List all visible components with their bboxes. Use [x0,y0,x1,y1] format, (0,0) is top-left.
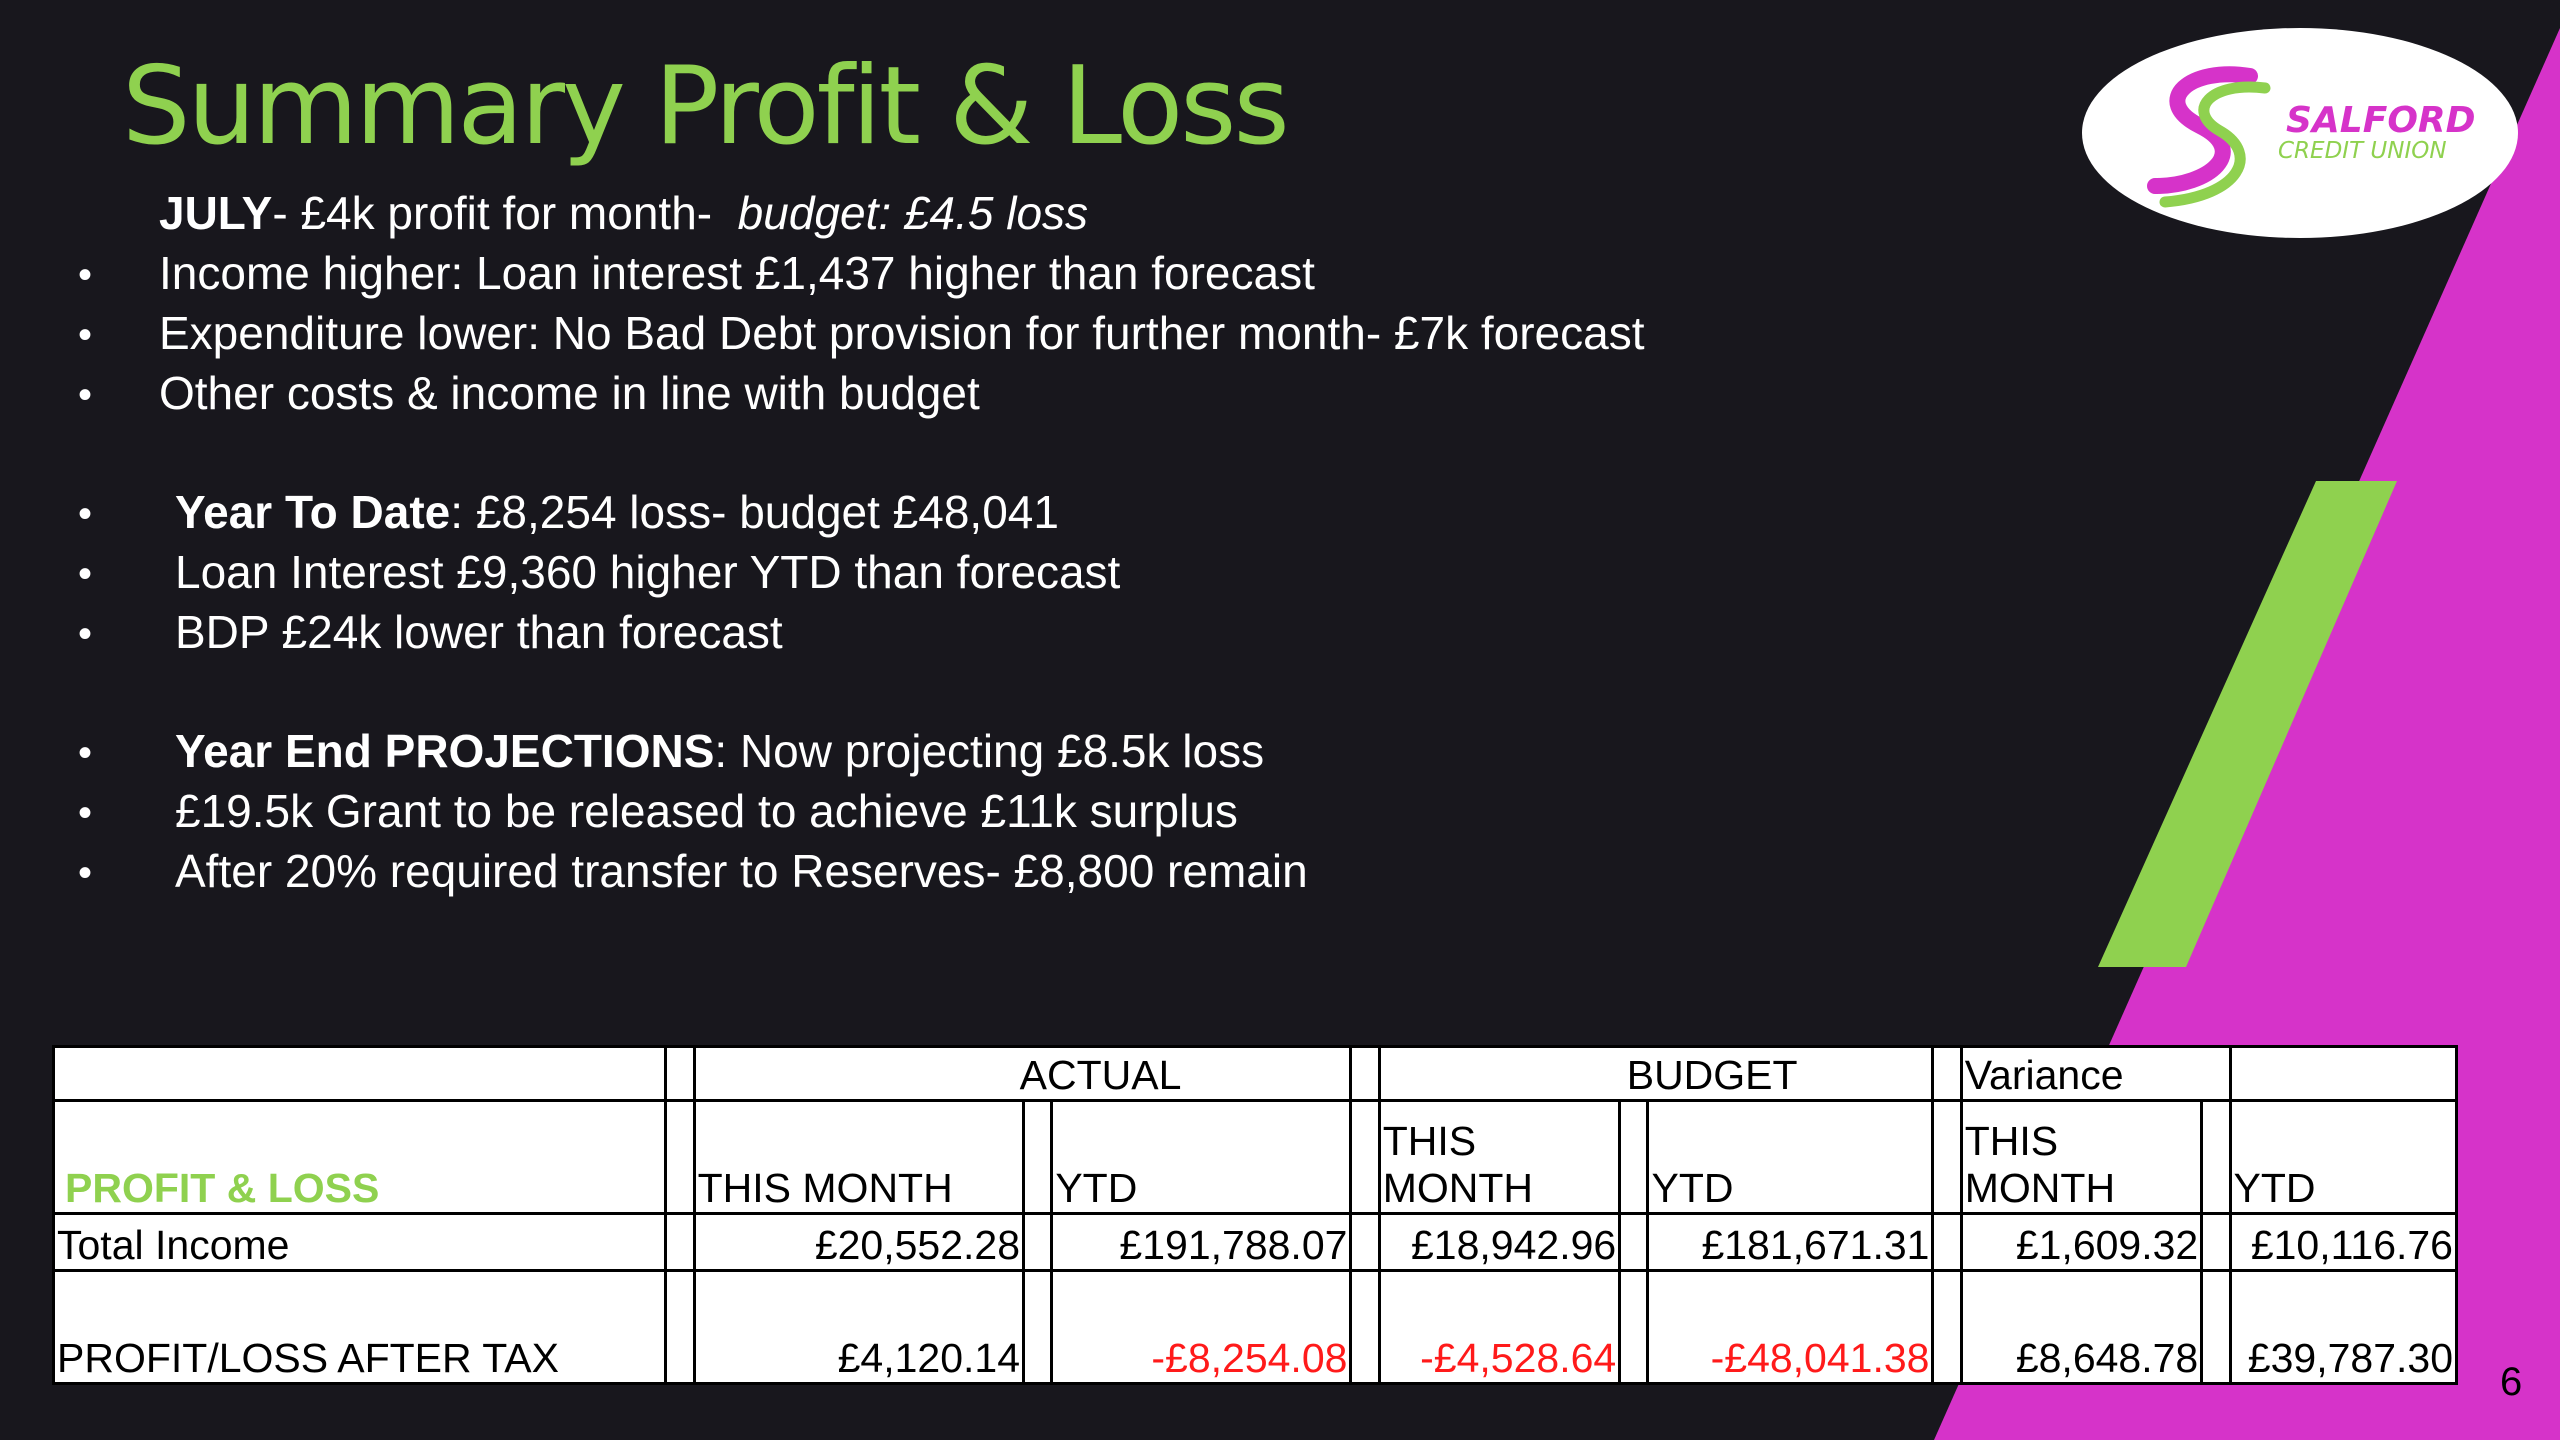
logo-text-credit-union: CREDIT UNION [2278,138,2447,164]
cell-actual-month: £4,120.14 [692,1268,1026,1386]
table-gap [1931,1044,1963,1103]
table-gap [1022,1099,1054,1216]
table-gap [1022,1268,1054,1386]
ytd-heading: Year To Date [175,486,451,538]
group-header-budget-label: BUDGET [1626,1052,1798,1099]
table-row: Total Income £20,552.28 £191,788.07 £18,… [51,1212,2459,1272]
table-gap [1349,1099,1381,1216]
bullet-projections-reserves: After 20% required transfer to Reserves-… [175,845,1308,897]
bullet-marker: • [78,492,93,536]
bullet-marker: • [78,612,93,656]
green-diagonal-stripe [2098,481,2397,967]
ytd-text: : £8,254 loss- budget £48,041 [450,486,1059,538]
bullet-marker: • [78,791,93,835]
ytd-summary: Year To Date: £8,254 loss- budget £48,04… [175,489,1059,535]
table-gap [2200,1099,2232,1216]
july-budget-text: budget: £4.5 loss [737,187,1089,239]
cell-variance-ytd: £39,787.30 [2228,1268,2459,1386]
cell-budget-month: -£4,528.64 [1377,1268,1622,1386]
table-gap [2200,1268,2232,1386]
table-gap [1931,1268,1963,1386]
table-gap [1618,1268,1650,1386]
group-header-actual-label: ACTUAL [1019,1052,1182,1099]
table-gap [1931,1099,1963,1216]
projections-heading: Year End PROJECTIONS [175,725,715,777]
logo-text-salford: SALFORD [2286,100,2476,141]
row-label-total-income: Total Income [51,1212,668,1272]
table-gap [664,1268,696,1386]
bullet-marker: • [78,552,93,596]
table-gap [664,1044,696,1103]
projections-summary: Year End PROJECTIONS: Now projecting £8.… [175,728,1264,774]
cell-variance-ytd: £10,116.76 [2228,1212,2459,1272]
bullet-ytd-loan-interest: Loan Interest £9,360 higher YTD than for… [175,546,1121,598]
cell-variance-month: £1,609.32 [1959,1212,2204,1272]
cell-budget-ytd: -£48,041.38 [1646,1268,1935,1386]
table-gap [1349,1044,1381,1103]
bullet-month-expenditure: Expenditure lower: No Bad Debt provision… [159,307,1645,359]
table-gap [2200,1212,2232,1272]
table-gap [1349,1268,1381,1386]
profit-loss-table: ACTUAL BUDGET Variance PROFIT & LOSS THI… [51,1044,2459,1386]
table-row: PROFIT/LOSS AFTER TAX £4,120.14 -£8,254.… [51,1268,2459,1386]
bullet-projections-grant: £19.5k Grant to be released to achieve £… [175,785,1238,837]
col-header-budget-month: THIS MONTH [1377,1099,1622,1216]
table-gap [664,1212,696,1272]
table-gap [1618,1099,1650,1216]
col-header-budget-month-line2: MONTH [1382,1165,1534,1212]
table-gap [1931,1212,1963,1272]
table-gap [1022,1212,1054,1272]
projections-text: : Now projecting £8.5k loss [714,725,1265,777]
bullet-ytd-bdp: BDP £24k lower than forecast [175,606,783,658]
table-cell-empty [51,1044,668,1103]
col-header-variance-month-line1: THIS [1964,1118,2059,1165]
row-label-profit-loss: PROFIT/LOSS AFTER TAX [51,1268,668,1386]
bullet-marker: • [78,313,93,357]
table-gap [1349,1212,1381,1272]
july-summary: JULY- £4k profit for month- budget: £4.5… [159,190,1088,236]
cell-actual-month: £20,552.28 [692,1212,1026,1272]
col-header-budget-month-line1: THIS [1382,1118,1477,1165]
july-heading: JULY [159,187,273,239]
table-cell-empty [2228,1044,2459,1103]
group-header-actual: ACTUAL [692,1044,1353,1103]
table-column-header-row: PROFIT & LOSS THIS MONTH YTD THIS MONTH Y… [51,1099,2459,1216]
bullet-month-income: Income higher: Loan interest £1,437 high… [159,247,1315,299]
group-header-budget: BUDGET [1377,1044,1935,1103]
cell-budget-ytd: £181,671.31 [1646,1212,1935,1272]
col-header-actual-month: THIS MONTH [692,1099,1026,1216]
col-header-variance-month: THIS MONTH [1959,1099,2204,1216]
cell-actual-ytd: £191,788.07 [1050,1212,1353,1272]
group-header-variance: Variance [1959,1044,2232,1103]
bullet-marker: • [78,373,93,417]
bullet-marker: • [78,851,93,895]
table-gap [664,1099,696,1216]
page-title: Summary Profit & Loss [122,44,1290,169]
bullet-month-other: Other costs & income in line with budget [159,367,980,419]
col-header-actual-ytd: YTD [1050,1099,1353,1216]
col-header-budget-ytd: YTD [1646,1099,1935,1216]
cell-actual-ytd: -£8,254.08 [1050,1268,1353,1386]
table-group-header-row: ACTUAL BUDGET Variance [51,1044,2459,1103]
bullet-marker: • [78,731,93,775]
cell-budget-month: £18,942.96 [1377,1212,1622,1272]
page-number: 6 [2500,1360,2523,1404]
col-header-variance-month-line2: MONTH [1964,1165,2116,1212]
bullet-marker: • [78,253,93,297]
july-text: - £4k profit for month- [272,187,713,239]
salford-credit-union-logo [2082,28,2518,238]
cell-variance-month: £8,648.78 [1959,1268,2204,1386]
row-label-header: PROFIT & LOSS [51,1099,668,1216]
table-gap [1618,1212,1650,1272]
col-header-variance-ytd: YTD [2228,1099,2459,1216]
